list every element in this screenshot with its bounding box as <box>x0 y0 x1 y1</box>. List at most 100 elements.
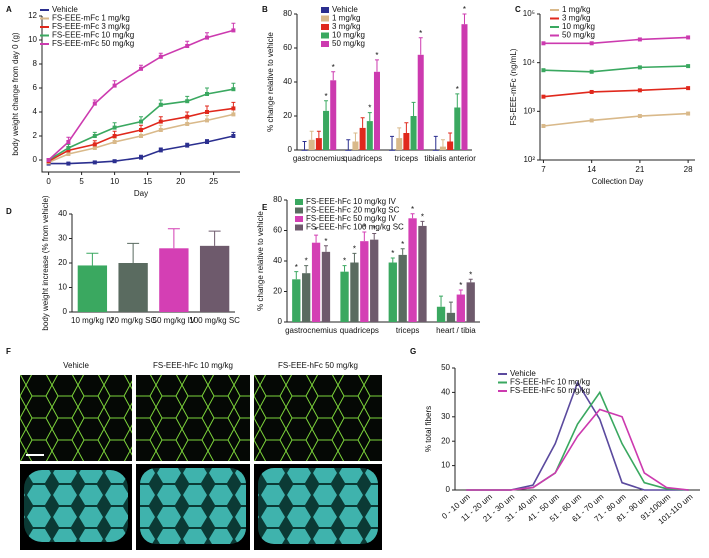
legend-label: 1 mg/kg <box>332 14 360 23</box>
y-tick-label: 10⁵ <box>523 9 535 18</box>
y-tick-label: 20 <box>441 436 450 445</box>
image <box>258 468 378 544</box>
error-bar <box>302 141 307 150</box>
annotation: * <box>401 240 404 249</box>
error-bar <box>323 245 328 252</box>
marker <box>139 128 143 132</box>
legend-label: 50 mg/kg <box>332 39 365 48</box>
bar <box>350 262 359 322</box>
x-tick-label: tibialis anterior <box>424 154 476 163</box>
micrographs <box>20 375 382 550</box>
x-tick-label: 10 mg/kg IV <box>71 316 114 325</box>
bar <box>345 150 352 151</box>
legend-label: 3 mg/kg <box>562 14 590 23</box>
y-tick-label: 60 <box>273 226 282 235</box>
line <box>543 65 689 73</box>
marker <box>205 118 209 123</box>
annotation: * <box>373 225 376 234</box>
y-tick-label: 12 <box>28 11 37 20</box>
column-header: Vehicle <box>63 361 89 370</box>
annotation: * <box>324 237 327 246</box>
bar <box>330 80 337 150</box>
line <box>543 36 689 45</box>
marker <box>231 106 236 111</box>
marker <box>66 140 71 144</box>
error-bar <box>352 252 357 263</box>
line <box>466 390 689 491</box>
marker <box>686 111 691 116</box>
error-bar <box>324 100 329 111</box>
column-header: FS-EEE-hFc 50 mg/kg <box>278 361 358 370</box>
annotation: * <box>459 281 462 290</box>
marker <box>185 114 190 119</box>
panel-letter: E <box>262 203 268 212</box>
bar <box>447 141 454 150</box>
y-tick-label: 80 <box>273 195 282 204</box>
y-tick-label: 50 <box>441 363 450 372</box>
annotation: * <box>391 249 394 258</box>
error-bar <box>374 59 379 72</box>
marker <box>686 86 691 91</box>
error-bar <box>439 295 444 307</box>
legend-swatch <box>295 199 303 205</box>
x-tick-label: 21 <box>635 165 644 174</box>
panel-letter: B <box>262 5 268 14</box>
error-bar <box>314 234 319 243</box>
y-tick-label: 10 <box>441 461 450 470</box>
y-tick-label: 0 <box>278 317 283 326</box>
error-bar <box>127 242 140 263</box>
error-bar <box>400 248 405 255</box>
annotation: * <box>343 257 346 266</box>
marker <box>541 41 546 46</box>
y-tick-label: 0 <box>288 145 293 154</box>
bar <box>446 312 456 322</box>
error-bar <box>458 289 463 295</box>
error-bar <box>86 252 99 266</box>
marker <box>66 152 71 156</box>
bar <box>352 141 359 150</box>
annotation: * <box>332 63 335 72</box>
marker <box>112 125 117 130</box>
marker <box>231 112 236 117</box>
bar <box>308 139 315 150</box>
marker <box>92 160 97 165</box>
marker <box>205 35 209 40</box>
error-bar <box>316 130 321 139</box>
legend-label: 3 mg/kg <box>332 22 360 31</box>
error-bar <box>448 301 453 313</box>
marker <box>158 54 163 59</box>
column-header: FS-EEE-hFc 10 mg/kg <box>153 361 233 370</box>
axis <box>41 16 240 173</box>
error-bar <box>294 271 299 280</box>
y-tick-label: 10 <box>58 283 67 292</box>
marker <box>589 89 594 94</box>
error-bar <box>448 132 453 142</box>
y-tick-label: 80 <box>283 9 292 18</box>
panel-letter: G <box>410 347 416 356</box>
annotation: * <box>456 85 459 94</box>
marker <box>185 122 190 126</box>
x-tick-label: gastrocnemius <box>293 154 345 163</box>
error-bar <box>346 139 351 150</box>
marker <box>686 35 691 40</box>
legend-label: FS-EEE-hFc 100 mg/kg SC <box>306 223 404 232</box>
marker <box>158 102 163 107</box>
legend-label: Vehicle <box>510 369 536 378</box>
annotation: * <box>295 263 298 272</box>
legend-label: 10 mg/kg <box>332 31 365 40</box>
y-tick-label: 6 <box>33 83 38 92</box>
x-tick-label: 10 <box>110 177 119 186</box>
y-axis-label: body weight increase (% from vehicle) <box>41 195 50 331</box>
marker <box>112 83 117 88</box>
y-tick-label: 20 <box>58 258 67 267</box>
bar <box>159 248 189 312</box>
bar <box>389 150 396 151</box>
panel-letter: A <box>6 5 12 14</box>
x-tick-label: 5 <box>79 177 84 186</box>
error-bar <box>397 127 402 139</box>
bar <box>398 254 407 322</box>
x-tick-label: quadriceps <box>340 326 379 335</box>
bar <box>432 150 439 151</box>
legend-label: FS-EEE-mFc 3 mg/kg <box>52 22 130 31</box>
annotation: * <box>368 104 371 113</box>
